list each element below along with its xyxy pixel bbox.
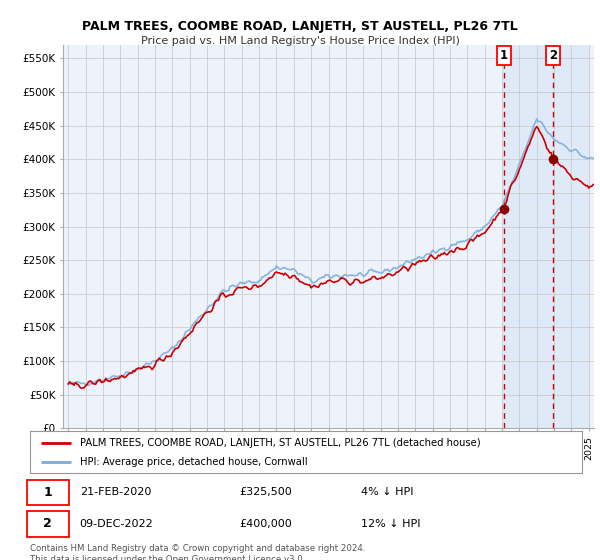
Text: 2: 2 (43, 517, 52, 530)
Text: PALM TREES, COOMBE ROAD, LANJETH, ST AUSTELL, PL26 7TL (detached house): PALM TREES, COOMBE ROAD, LANJETH, ST AUS… (80, 437, 481, 447)
Text: £325,500: £325,500 (240, 487, 293, 497)
Text: 21-FEB-2020: 21-FEB-2020 (80, 487, 151, 497)
Text: 4% ↓ HPI: 4% ↓ HPI (361, 487, 414, 497)
Text: Price paid vs. HM Land Registry's House Price Index (HPI): Price paid vs. HM Land Registry's House … (140, 36, 460, 46)
FancyBboxPatch shape (27, 480, 68, 505)
Bar (503, 45, 589, 428)
Text: 1: 1 (43, 486, 52, 499)
Text: 2: 2 (548, 49, 557, 62)
FancyBboxPatch shape (27, 511, 68, 536)
Text: 12% ↓ HPI: 12% ↓ HPI (361, 519, 421, 529)
Text: PALM TREES, COOMBE ROAD, LANJETH, ST AUSTELL, PL26 7TL: PALM TREES, COOMBE ROAD, LANJETH, ST AUS… (82, 20, 518, 32)
Text: Contains HM Land Registry data © Crown copyright and database right 2024.
This d: Contains HM Land Registry data © Crown c… (30, 544, 365, 560)
Text: HPI: Average price, detached house, Cornwall: HPI: Average price, detached house, Corn… (80, 457, 307, 467)
Text: 09-DEC-2022: 09-DEC-2022 (80, 519, 154, 529)
Text: £400,000: £400,000 (240, 519, 293, 529)
Text: 1: 1 (500, 49, 508, 62)
